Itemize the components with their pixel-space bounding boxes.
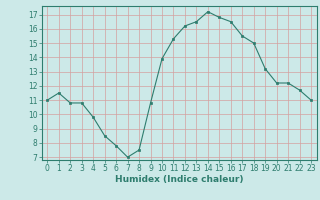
X-axis label: Humidex (Indice chaleur): Humidex (Indice chaleur) bbox=[115, 175, 244, 184]
